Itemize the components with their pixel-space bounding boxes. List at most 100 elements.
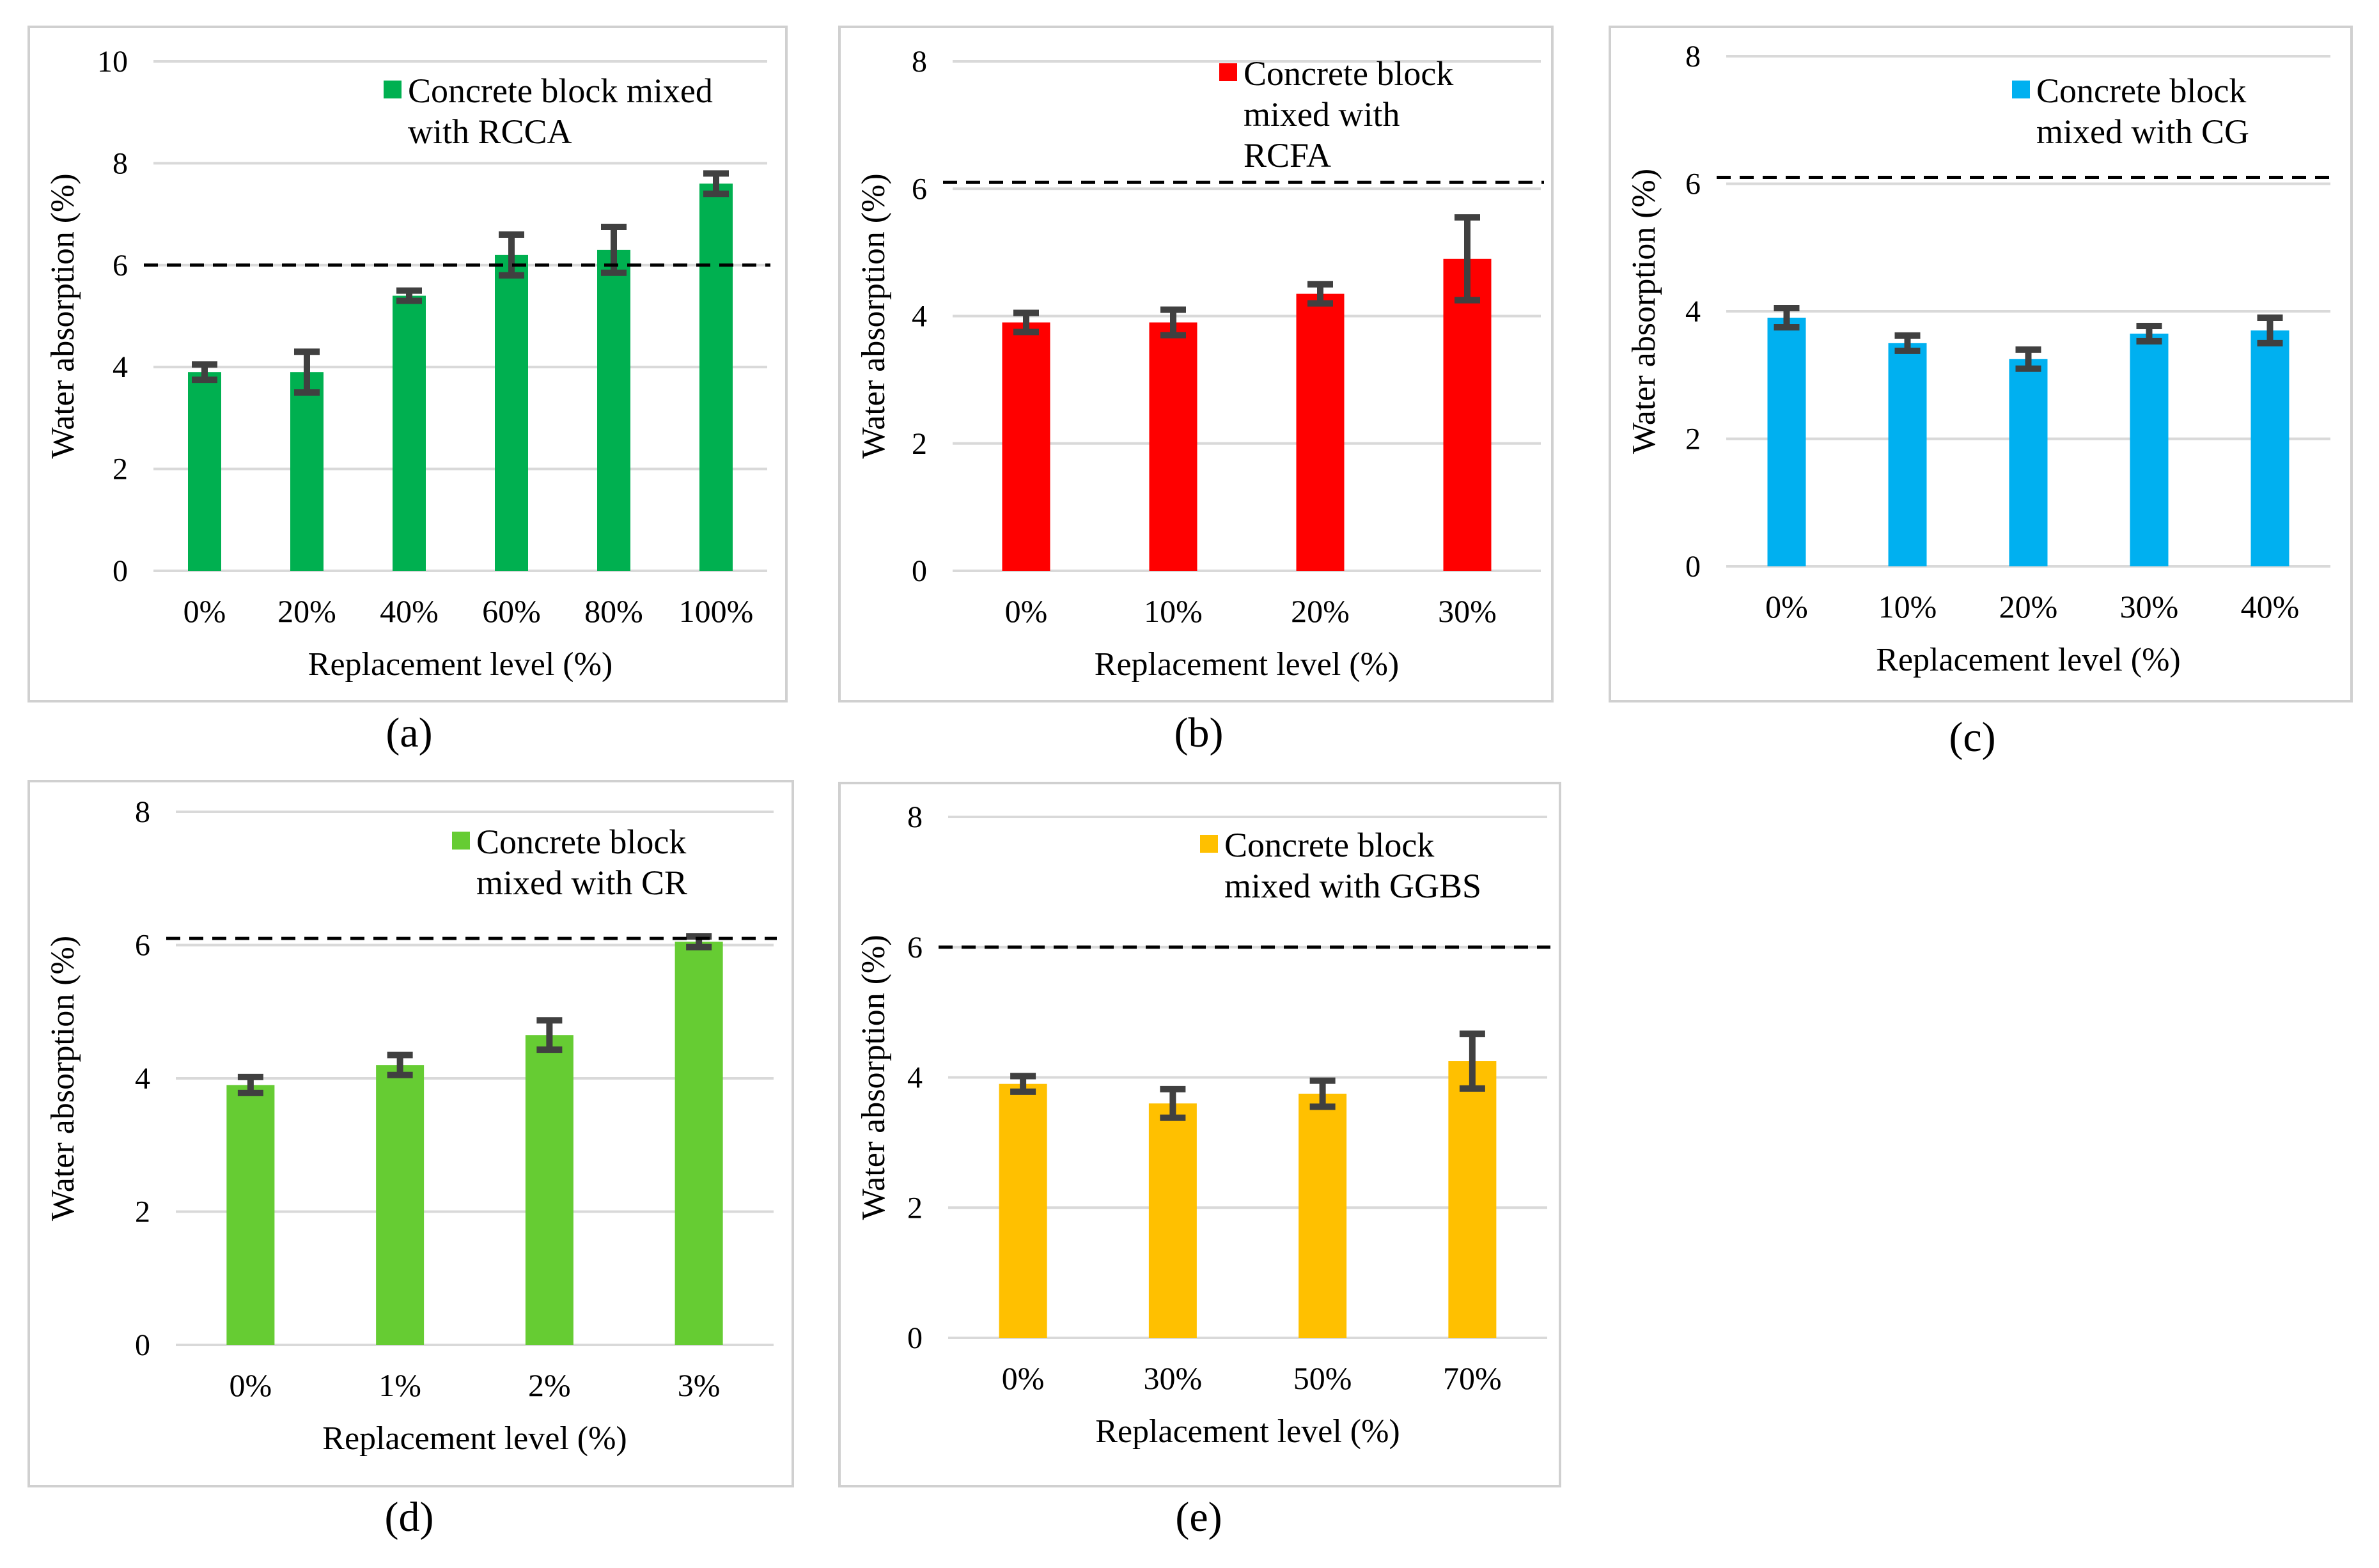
- legend: Concrete block mixed with CG: [2012, 72, 2249, 151]
- legend-label-line: RCFA: [1244, 136, 1331, 175]
- error-bar: [2136, 322, 2162, 345]
- error-bar: [1010, 1073, 1036, 1095]
- error-bar: [703, 170, 729, 198]
- panel-frame: [1609, 26, 2353, 702]
- x-tick-label: 60%: [482, 593, 541, 629]
- y-tick-label: 0: [1685, 550, 1701, 584]
- error-bar: [2257, 314, 2283, 346]
- x-tick-label: 3%: [678, 1367, 721, 1403]
- bar: [1448, 1061, 1497, 1338]
- legend-label-line: Concrete block: [1244, 54, 1453, 93]
- x-tick-label: 10%: [1878, 589, 1937, 625]
- y-tick-label: 6: [907, 931, 923, 965]
- error-bar: [1774, 305, 1800, 330]
- y-tick-label: 6: [135, 929, 150, 963]
- y-tick-label: 6: [912, 172, 927, 206]
- x-axis-title: Replacement level (%): [1095, 1413, 1400, 1450]
- y-tick-label: 0: [912, 554, 927, 588]
- x-tick-label: 40%: [2241, 589, 2300, 625]
- bar: [1148, 1103, 1197, 1338]
- x-tick-label: 2%: [528, 1367, 571, 1403]
- y-tick-label: 2: [1685, 423, 1701, 456]
- chart-c: 0 2 4 6 8 0% 10% 20% 30% 40% Replacement level (%)…: [1609, 26, 2353, 702]
- x-tick-label: 50%: [1293, 1360, 1352, 1396]
- legend-swatch: [1219, 63, 1237, 81]
- x-tick-label: 0%: [1002, 1360, 1045, 1396]
- x-tick-label: 80%: [584, 593, 643, 629]
- legend-label-line: mixed with GGBS: [1224, 867, 1481, 905]
- legend-label-line: Concrete block: [1224, 826, 1434, 864]
- legend: Concrete block mixed with GGBS: [1200, 826, 1481, 905]
- y-tick-label: 8: [135, 795, 150, 829]
- error-bar: [387, 1052, 413, 1078]
- bar: [188, 372, 221, 571]
- x-tick-label: 30%: [2120, 589, 2179, 625]
- error-bar: [1455, 214, 1480, 304]
- bar: [2009, 359, 2048, 566]
- legend-label-line: mixed with: [1244, 95, 1400, 134]
- legend: Concrete block mixed with RCFA: [1219, 54, 1453, 175]
- x-tick-label: 0%: [183, 593, 226, 629]
- legend-label: Concrete block mixed with RCFA: [1244, 54, 1453, 175]
- legend-label: Concrete block mixed with CG: [2036, 72, 2249, 151]
- legend: Concrete block mixed with RCCA: [384, 72, 713, 151]
- y-tick-label: 0: [113, 554, 128, 588]
- error-bar: [1894, 332, 1921, 354]
- y-tick-label: 4: [1685, 295, 1701, 329]
- panel-label: (b): [1174, 710, 1224, 756]
- error-bar: [192, 361, 217, 384]
- bar: [1296, 293, 1345, 571]
- y-tick-label: 2: [907, 1191, 923, 1225]
- chart-e: 0 2 4 6 8 0% 30% 50% 70% Replacement level (%) Wat…: [838, 782, 1561, 1487]
- chart-d: 0 2 4 6 8 0% 1% 2% 3% Replacement level (%) Water …: [27, 780, 794, 1487]
- bar: [376, 1065, 425, 1345]
- y-axis-title: Water absorption (%): [1626, 169, 1662, 454]
- y-tick-label: 0: [135, 1328, 150, 1362]
- y-tick-label: 0: [907, 1321, 923, 1355]
- y-axis-title: Water absorption (%): [45, 936, 81, 1221]
- legend: Concrete block mixed with CR: [452, 823, 687, 902]
- bar: [999, 1083, 1047, 1338]
- bar: [1443, 258, 1492, 571]
- bar: [699, 183, 733, 571]
- error-bar: [1459, 1030, 1485, 1092]
- x-tick-label: 30%: [1438, 593, 1497, 629]
- legend-label: Concrete block mixed with CR: [476, 823, 687, 902]
- legend-swatch: [452, 832, 470, 850]
- x-tick-label: 0%: [1765, 589, 1808, 625]
- panel-frame: [838, 782, 1561, 1487]
- y-tick-label: 4: [135, 1062, 150, 1096]
- legend-label-line: Concrete block: [2036, 72, 2246, 110]
- y-axis-title: Water absorption (%): [855, 935, 892, 1220]
- bar: [1002, 322, 1050, 571]
- error-bar: [1160, 306, 1186, 339]
- bar: [2130, 333, 2169, 566]
- error-bar: [1160, 1085, 1186, 1121]
- bar: [290, 372, 324, 571]
- legend-label: Concrete block mixed with RCCA: [408, 72, 713, 151]
- y-axis-title: Water absorption (%): [855, 173, 892, 458]
- bar: [1299, 1093, 1347, 1338]
- bar: [226, 1085, 275, 1345]
- error-bar: [294, 348, 320, 396]
- y-tick-label: 4: [912, 300, 927, 334]
- bar: [597, 249, 630, 571]
- x-tick-label: 100%: [679, 593, 754, 629]
- error-bar: [499, 231, 524, 279]
- legend-label-line: Concrete block: [476, 823, 686, 861]
- x-tick-label: 20%: [1999, 589, 2058, 625]
- y-tick-label: 8: [1685, 40, 1701, 74]
- panel-label: (d): [385, 1494, 434, 1541]
- error-bar: [1013, 309, 1039, 336]
- x-axis-title: Replacement level (%): [308, 646, 612, 683]
- y-tick-label: 6: [1685, 167, 1701, 201]
- x-tick-label: 20%: [1291, 593, 1350, 629]
- x-axis-title: Replacement level (%): [322, 1420, 627, 1457]
- y-tick-label: 2: [113, 453, 128, 486]
- bar: [495, 254, 528, 571]
- y-axis-title: Water absorption (%): [45, 173, 81, 458]
- error-bar: [1309, 1077, 1336, 1110]
- error-bar: [1307, 281, 1333, 307]
- y-tick-label: 8: [912, 45, 927, 79]
